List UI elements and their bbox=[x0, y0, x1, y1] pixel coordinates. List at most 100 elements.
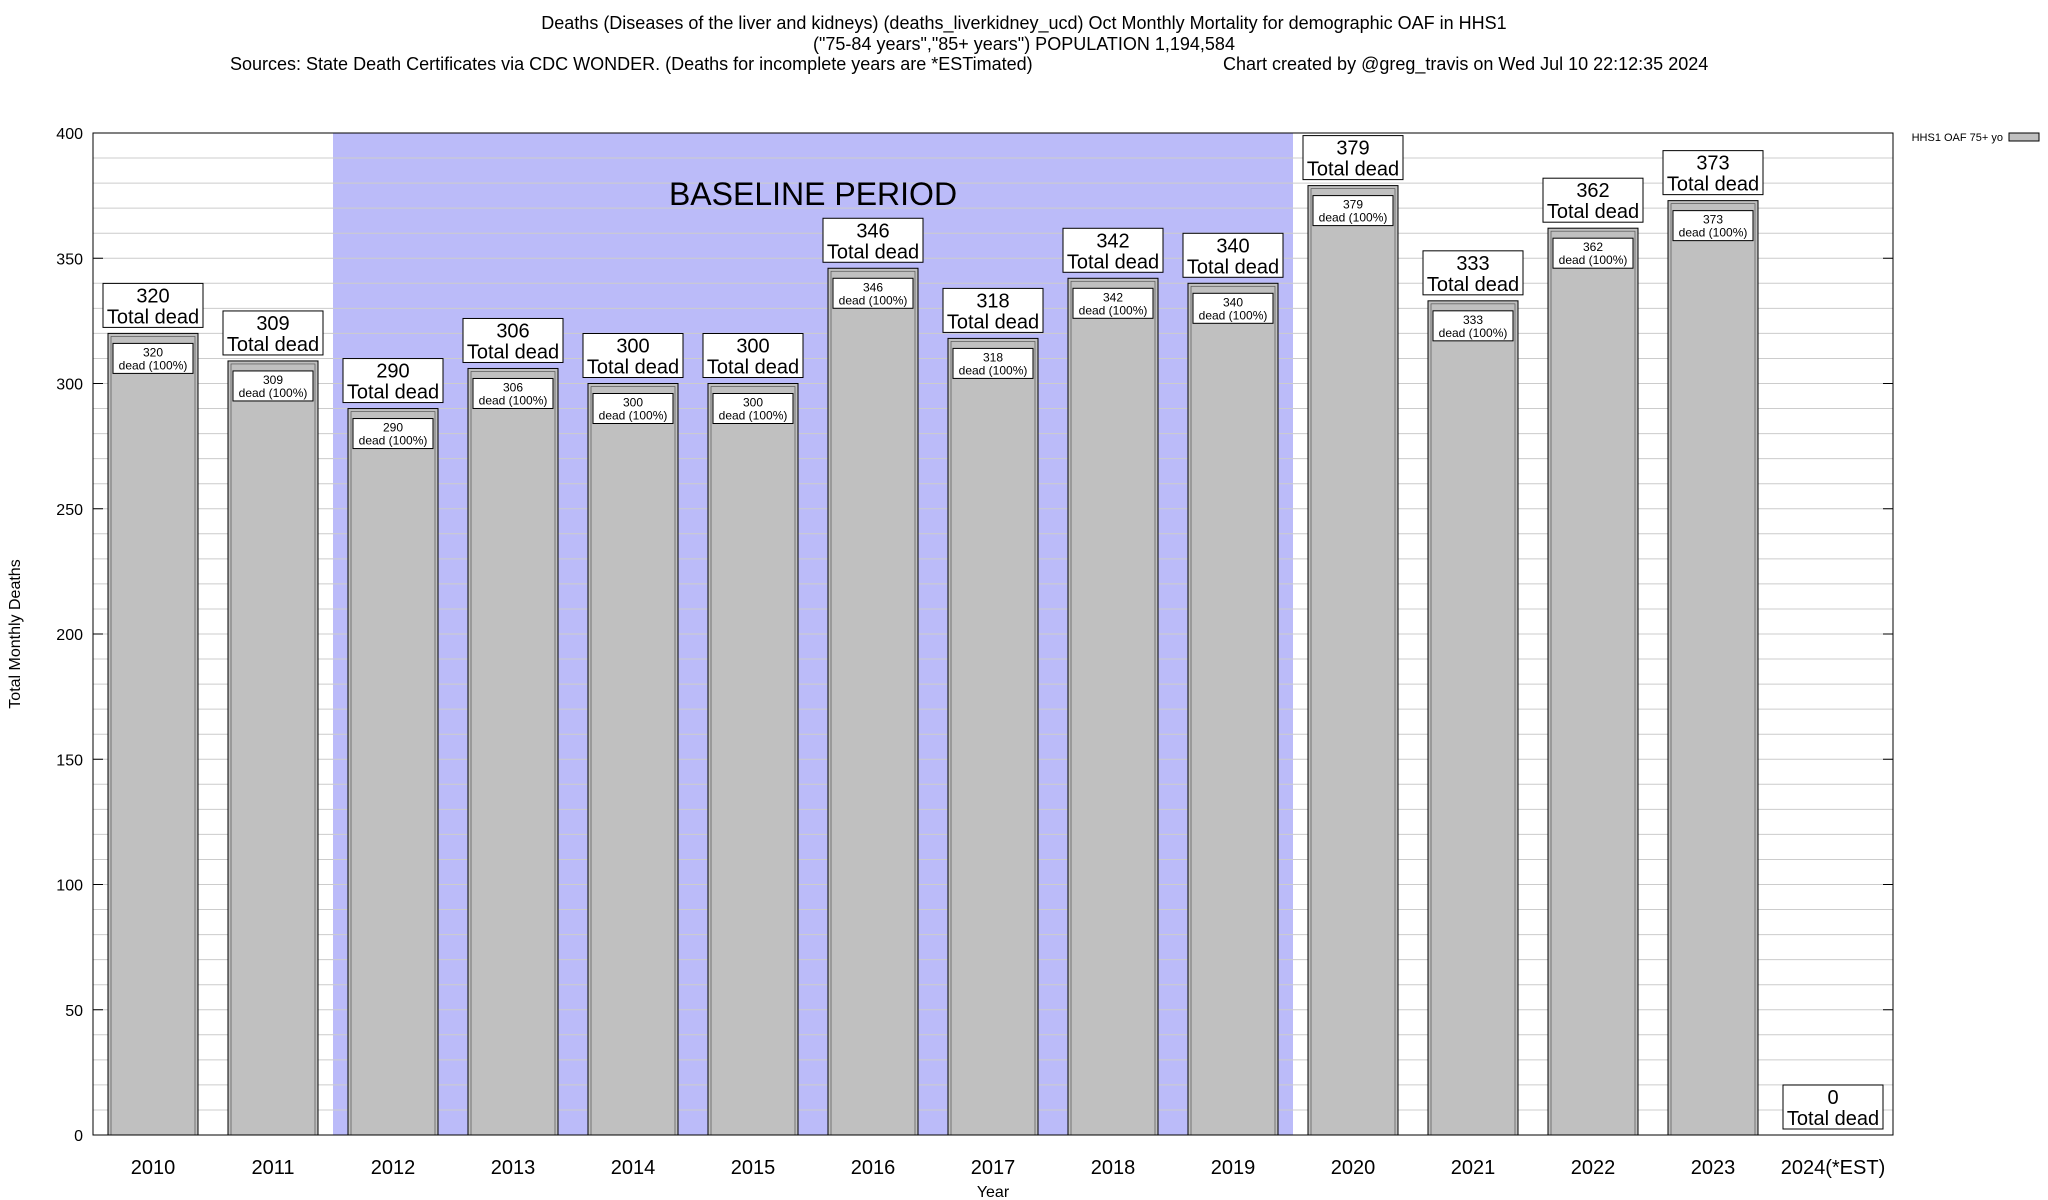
inner-label-box bbox=[712, 393, 794, 424]
x-tick-label: 2015 bbox=[731, 1157, 776, 1179]
x-tick-label: 2013 bbox=[491, 1157, 536, 1179]
inner-label-box bbox=[1072, 287, 1154, 319]
total-label-box bbox=[1302, 135, 1404, 181]
bar bbox=[1187, 282, 1279, 1136]
total-value-label: 333 bbox=[1456, 253, 1489, 275]
chart-subtitle: ("75-84 years","85+ years") POPULATION 1… bbox=[813, 34, 1235, 54]
inner-percent-label: dead (100%) bbox=[719, 409, 788, 423]
inner-value-label: 306 bbox=[503, 380, 523, 394]
total-value-label: 0 bbox=[1827, 1087, 1838, 1109]
inner-value-label: 300 bbox=[743, 396, 763, 410]
y-tick-label: 150 bbox=[56, 752, 83, 769]
inner-label-box bbox=[472, 377, 554, 409]
total-label-box bbox=[822, 217, 924, 263]
bar bbox=[1307, 185, 1399, 1136]
total-dead-label: Total dead bbox=[947, 311, 1039, 333]
x-tick-label: 2016 bbox=[851, 1157, 896, 1179]
y-tick-label: 400 bbox=[56, 126, 83, 143]
x-tick-label: 2011 bbox=[251, 1157, 294, 1179]
total-value-label: 379 bbox=[1336, 138, 1369, 160]
plot-frame bbox=[92, 132, 1894, 1136]
total-label-box bbox=[1062, 227, 1164, 273]
x-tick-label: 2024(*EST) bbox=[1781, 1157, 1886, 1179]
inner-label-box bbox=[1432, 310, 1514, 342]
inner-percent-label: dead (100%) bbox=[1079, 303, 1148, 317]
total-dead-label: Total dead bbox=[1547, 201, 1639, 223]
x-tick-label: 2012 bbox=[371, 1157, 416, 1179]
x-tick-label: 2014 bbox=[611, 1157, 656, 1179]
total-label-box bbox=[342, 358, 444, 404]
y-axis-label: Total Monthly Deaths bbox=[7, 559, 24, 708]
total-value-label: 342 bbox=[1096, 230, 1129, 252]
bar bbox=[1067, 277, 1159, 1136]
total-label-box bbox=[1662, 150, 1764, 196]
total-dead-label: Total dead bbox=[587, 357, 679, 379]
inner-label-box bbox=[832, 277, 914, 309]
bar bbox=[467, 367, 559, 1136]
chart-title: Deaths (Diseases of the liver and kidney… bbox=[541, 13, 1507, 33]
bar bbox=[827, 267, 919, 1136]
legend-swatch bbox=[2008, 132, 2040, 142]
total-value-label: 306 bbox=[496, 320, 529, 342]
baseline-period-label: BASELINE PERIOD bbox=[669, 176, 957, 212]
y-tick-label: 250 bbox=[56, 502, 83, 519]
chart-credit: Chart created by @greg_travis on Wed Jul… bbox=[1223, 54, 1709, 74]
total-label-box bbox=[1182, 232, 1284, 278]
inner-percent-label: dead (100%) bbox=[479, 393, 548, 407]
total-label-box bbox=[222, 310, 324, 356]
total-dead-label: Total dead bbox=[1667, 174, 1759, 196]
x-tick-label: 2010 bbox=[131, 1157, 176, 1179]
inner-percent-label: dead (100%) bbox=[599, 409, 668, 423]
total-dead-label: Total dead bbox=[227, 334, 319, 356]
inner-label-box bbox=[1672, 210, 1754, 242]
inner-value-label: 333 bbox=[1463, 313, 1483, 327]
total-label-box bbox=[582, 333, 684, 378]
x-tick-label: 2020 bbox=[1331, 1157, 1376, 1179]
y-tick-label: 100 bbox=[56, 878, 83, 895]
total-label-box bbox=[942, 287, 1044, 333]
inner-value-label: 309 bbox=[263, 373, 283, 387]
x-tick-label: 2018 bbox=[1091, 1157, 1136, 1179]
total-label-box bbox=[462, 317, 564, 363]
total-dead-label: Total dead bbox=[827, 241, 919, 263]
inner-percent-label: dead (100%) bbox=[1439, 326, 1508, 340]
legend-label: HHS1 OAF 75+ yo bbox=[1912, 132, 2003, 144]
bar bbox=[1667, 200, 1759, 1136]
x-axis-label: Year bbox=[977, 1184, 1010, 1200]
inner-value-label: 300 bbox=[623, 396, 643, 410]
inner-percent-label: dead (100%) bbox=[119, 358, 188, 372]
inner-label-box bbox=[1552, 237, 1634, 269]
bar bbox=[347, 408, 439, 1136]
total-label-box bbox=[1782, 1084, 1884, 1130]
x-tick-label: 2022 bbox=[1571, 1157, 1616, 1179]
total-dead-label: Total dead bbox=[1187, 256, 1279, 278]
total-value-label: 300 bbox=[616, 336, 649, 358]
bar bbox=[707, 383, 799, 1136]
total-label-box bbox=[1542, 177, 1644, 223]
inner-percent-label: dead (100%) bbox=[959, 363, 1028, 377]
y-tick-label: 0 bbox=[74, 1128, 83, 1145]
total-dead-label: Total dead bbox=[107, 306, 199, 328]
inner-percent-label: dead (100%) bbox=[359, 434, 428, 448]
x-tick-label: 2017 bbox=[971, 1157, 1016, 1179]
inner-value-label: 290 bbox=[383, 421, 403, 435]
inner-value-label: 318 bbox=[983, 350, 1003, 364]
total-value-label: 373 bbox=[1696, 153, 1729, 175]
inner-value-label: 373 bbox=[1703, 213, 1723, 227]
bar bbox=[1547, 227, 1639, 1136]
total-value-label: 300 bbox=[736, 336, 769, 358]
bar bbox=[947, 337, 1039, 1136]
inner-value-label: 379 bbox=[1343, 198, 1363, 212]
total-label-box bbox=[1422, 250, 1524, 296]
total-dead-label: Total dead bbox=[707, 357, 799, 379]
total-value-label: 346 bbox=[856, 220, 889, 242]
inner-percent-label: dead (100%) bbox=[1559, 253, 1628, 267]
chart-sources: Sources: State Death Certificates via CD… bbox=[230, 54, 1033, 74]
y-tick-label: 200 bbox=[56, 627, 83, 644]
total-value-label: 290 bbox=[376, 361, 409, 383]
inner-label-box bbox=[592, 393, 674, 424]
inner-value-label: 362 bbox=[1583, 240, 1603, 254]
bar bbox=[1427, 300, 1519, 1136]
total-dead-label: Total dead bbox=[347, 382, 439, 404]
